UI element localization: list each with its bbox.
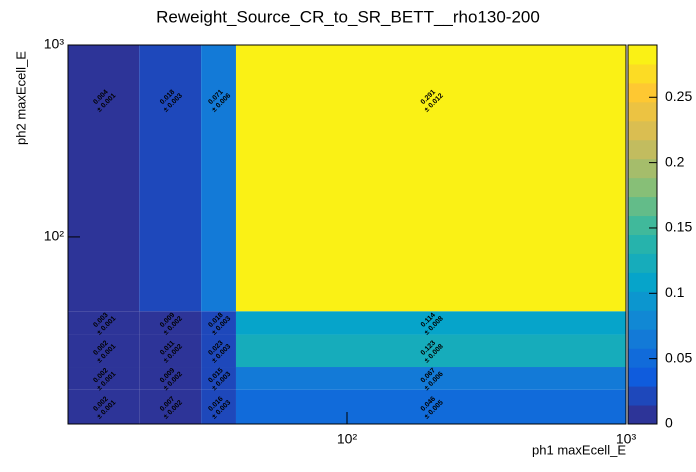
colorbar-segment bbox=[628, 82, 657, 103]
colorbar-segment bbox=[628, 405, 657, 425]
x-axis-label: ph1 maxEcell_E bbox=[532, 442, 626, 457]
colorbar-segment bbox=[628, 329, 657, 349]
y-tick-label: 10³ bbox=[44, 36, 65, 52]
colorbar-segment bbox=[628, 196, 657, 217]
colorbar-segment bbox=[628, 45, 657, 65]
heatmap-cell bbox=[201, 334, 236, 368]
heatmap-cell bbox=[68, 389, 140, 424]
colorbar-segment bbox=[628, 177, 657, 198]
colorbar-segment bbox=[628, 63, 657, 84]
colorbar-tick-label: 0.2 bbox=[665, 153, 685, 169]
colorbar-segment bbox=[628, 253, 657, 273]
colorbar-segment bbox=[628, 101, 657, 122]
x-tick-label: 10³ bbox=[616, 431, 637, 447]
x-tick-label: 10² bbox=[337, 431, 358, 447]
heatmap-cell bbox=[68, 334, 140, 368]
heatmap-cell bbox=[68, 45, 140, 312]
heatmap-cell bbox=[235, 367, 626, 390]
colorbar-tick-label: 0.15 bbox=[665, 219, 692, 235]
heatmap-cell bbox=[235, 334, 626, 368]
colorbar-tick-label: 0 bbox=[665, 415, 673, 431]
heatmap-cell bbox=[68, 367, 140, 390]
colorbar-tick-label: 0.1 bbox=[665, 284, 685, 300]
colorbar-segment bbox=[628, 291, 657, 311]
y-axis-label: ph2 maxEcell_E bbox=[13, 51, 28, 145]
heatmap-cell bbox=[139, 311, 202, 335]
heatmap-cell bbox=[201, 45, 236, 312]
colorbar-segment bbox=[628, 386, 657, 406]
heatmap-cell bbox=[68, 311, 140, 335]
colorbar-segment bbox=[628, 158, 657, 179]
colorbar-segment bbox=[628, 139, 657, 160]
colorbar-tick-label: 0.05 bbox=[665, 349, 692, 365]
chart-title: Reweight_Source_CR_to_SR_BETT__rho130-20… bbox=[156, 7, 540, 26]
colorbar-segment bbox=[628, 348, 657, 368]
heatmap-cell bbox=[201, 389, 236, 424]
colorbar-segment bbox=[628, 310, 657, 330]
heatmap-cell bbox=[235, 311, 626, 335]
heatmap-cell bbox=[235, 45, 626, 312]
colorbar-segment bbox=[628, 272, 657, 292]
colorbar-segment bbox=[628, 367, 657, 387]
heatmap-cell bbox=[201, 311, 236, 335]
heatmap-cell bbox=[139, 389, 202, 424]
heatmap-cell bbox=[139, 45, 202, 312]
heatmap-cell bbox=[139, 367, 202, 390]
colorbar-tick-label: 0.25 bbox=[665, 88, 692, 104]
heatmap-cell bbox=[235, 389, 626, 424]
heatmap-cell bbox=[201, 367, 236, 390]
heatmap-cell bbox=[139, 334, 202, 368]
colorbar-segment bbox=[628, 120, 657, 141]
colorbar-frame bbox=[627, 44, 658, 425]
colorbar-segment bbox=[628, 215, 657, 235]
y-tick-label: 10² bbox=[44, 228, 65, 244]
colorbar-segment bbox=[628, 234, 657, 254]
